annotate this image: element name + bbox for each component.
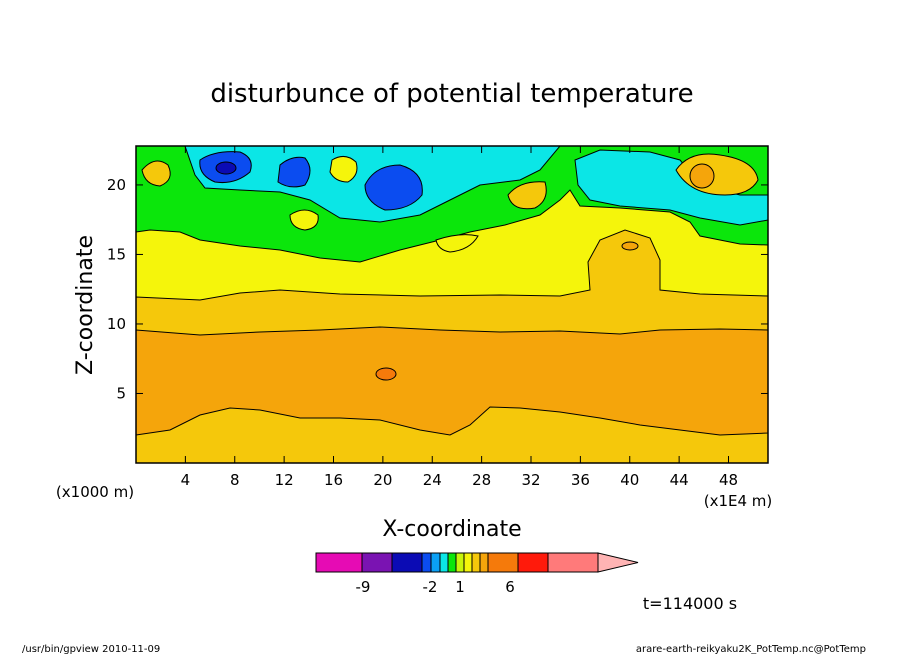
colorbar	[315, 552, 639, 573]
contour-plot	[136, 146, 768, 463]
chart-title: disturbunce of potential temperature	[210, 79, 693, 109]
y-tick-label: 10	[107, 315, 126, 333]
x-unit-right: (x1E4 m)	[704, 492, 773, 510]
band-orange-right	[689, 163, 715, 189]
band-darkorange	[375, 367, 397, 381]
band-orange	[136, 326, 768, 436]
y-axis-label: Z-coordinate	[73, 235, 98, 375]
colorbar-swatch	[463, 552, 473, 573]
colorbar-swatch	[391, 552, 423, 573]
x-tick-label: 12	[275, 471, 294, 489]
x-tick-label: 16	[324, 471, 343, 489]
colorbar-swatch	[487, 552, 519, 573]
y-tick-label: 5	[116, 384, 126, 402]
footer-left: /usr/bin/gpview 2010-11-09	[22, 644, 160, 654]
colorbar-swatch	[361, 552, 393, 573]
y-tick-label: 15	[107, 245, 126, 263]
cb-label-1: -2	[423, 578, 438, 596]
band-blue-2	[277, 156, 311, 188]
x-tick-label: 40	[620, 471, 639, 489]
colorbar-swatch	[439, 552, 449, 573]
colorbar-swatch	[517, 552, 549, 573]
band-blue-3	[364, 164, 423, 211]
y-tick-label: 20	[107, 176, 126, 194]
footer-right: arare-earth-reikyaku2K_PotTemp.nc@PotTem…	[636, 644, 866, 654]
colorbar-swatch	[447, 552, 457, 573]
island-yellow-3	[435, 234, 479, 253]
x-tick-label: 24	[423, 471, 442, 489]
colorbar-swatch	[421, 552, 432, 573]
x-tick-label: 48	[719, 471, 738, 489]
cb-label-3: 6	[505, 578, 515, 596]
cb-label-0: -9	[356, 578, 371, 596]
colorbar-swatch	[430, 552, 441, 573]
x-unit-left: (x1000 m)	[56, 483, 134, 501]
x-axis-label: X-coordinate	[382, 517, 521, 542]
x-tick-label: 8	[230, 471, 240, 489]
x-tick-label: 44	[670, 471, 689, 489]
cb-label-2: 1	[455, 578, 465, 596]
band-gold-mid	[507, 181, 547, 210]
band-darkblue	[215, 161, 237, 175]
island-yellow-1	[329, 156, 358, 183]
band-cyan-right	[574, 149, 768, 226]
colorbar-swatch	[455, 552, 465, 573]
x-tick-label: 4	[181, 471, 191, 489]
y-axis: 5 10 15 20	[107, 176, 768, 402]
x-tick-label: 36	[571, 471, 590, 489]
island-yellow-2	[289, 209, 319, 231]
band-gold-left	[141, 160, 171, 187]
colorbar-labels: -9 -2 1 6	[356, 578, 515, 596]
x-tick-label: 32	[521, 471, 540, 489]
colorbar-swatch	[479, 552, 489, 573]
colorbar-extend-arrow	[597, 552, 639, 573]
plot-frame	[135, 145, 769, 464]
colorbar-swatch	[315, 552, 363, 573]
time-annotation: t=114000 s	[643, 594, 737, 613]
colorbar-swatch	[547, 552, 599, 573]
x-tick-label: 20	[373, 471, 392, 489]
x-axis: 4 8 12 16 20 24 28 32 36 40 44 48	[181, 146, 738, 489]
colorbar-swatch	[471, 552, 481, 573]
band-orange-small	[621, 241, 639, 251]
x-tick-label: 28	[472, 471, 491, 489]
